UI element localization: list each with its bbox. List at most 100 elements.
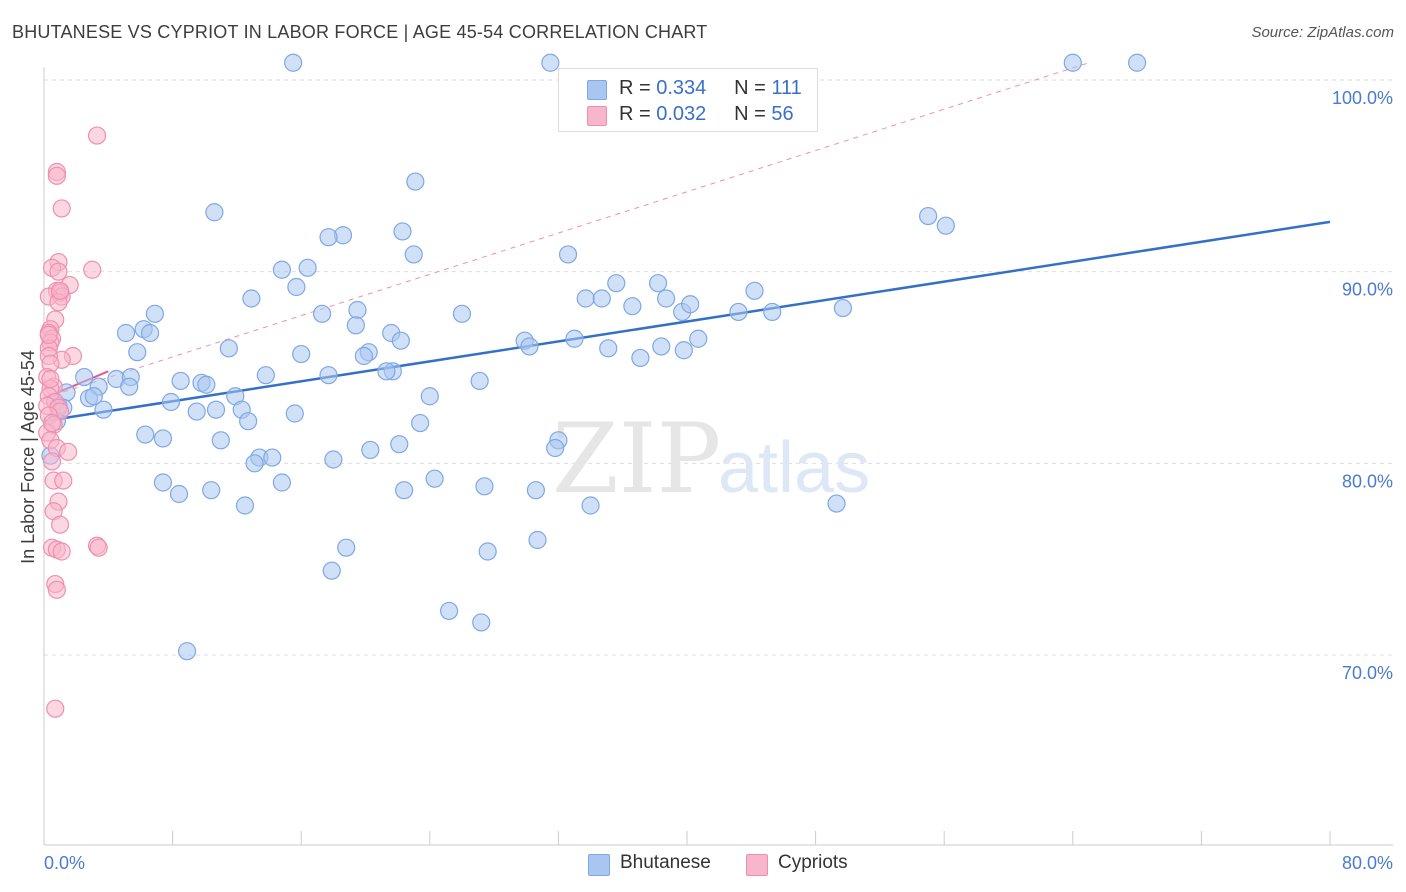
point-bhutanese <box>404 245 423 264</box>
point-bhutanese <box>140 323 160 343</box>
point-bhutanese <box>526 481 545 500</box>
point-cypriots <box>59 442 78 461</box>
point-bhutanese <box>528 530 547 550</box>
point-bhutanese <box>1063 53 1082 72</box>
point-cypriots <box>83 260 102 279</box>
point-bhutanese <box>298 258 317 277</box>
point-bhutanese <box>689 329 708 348</box>
point-bhutanese <box>242 289 261 308</box>
legend-swatch-cypriots <box>587 106 607 126</box>
x-tick-marks <box>43 831 1331 845</box>
point-bhutanese <box>599 339 618 358</box>
point-bhutanese <box>576 289 595 308</box>
x-tick-label-min: 0.0% <box>44 853 85 873</box>
point-bhutanese <box>161 392 181 412</box>
point-bhutanese <box>239 412 258 431</box>
points-layer <box>38 53 1147 718</box>
watermark-zip: ZIP <box>552 403 721 515</box>
point-cypriots <box>87 126 107 145</box>
point-bhutanese <box>406 172 425 191</box>
point-bhutanese <box>827 494 846 513</box>
legend-swatch-bhutanese <box>587 80 607 100</box>
trend-extension-cypriots <box>43 62 1090 399</box>
point-bhutanese <box>541 53 560 72</box>
point-bhutanese <box>472 613 491 632</box>
point-bhutanese <box>478 542 497 561</box>
point-bhutanese <box>674 341 693 360</box>
point-bhutanese <box>631 348 650 368</box>
y-tick-label: 70.0% <box>1342 663 1393 683</box>
point-bhutanese <box>391 331 410 350</box>
point-bhutanese <box>272 260 292 279</box>
point-bhutanese <box>393 222 412 241</box>
point-bhutanese <box>285 404 304 423</box>
y-tick-label: 100.0% <box>1332 88 1393 108</box>
point-cypriots <box>41 369 60 389</box>
point-bhutanese <box>197 375 216 394</box>
point-cypriots <box>54 471 73 490</box>
point-bhutanese <box>919 206 938 226</box>
series-legend-label: Cypriots <box>778 852 848 873</box>
point-bhutanese <box>84 387 103 406</box>
point-bhutanese <box>607 274 626 293</box>
point-bhutanese <box>312 304 332 323</box>
point-bhutanese <box>75 367 94 387</box>
series-legend-swatch <box>588 854 610 876</box>
point-bhutanese <box>394 481 414 500</box>
legend-r-label: R = <box>619 77 651 99</box>
point-bhutanese <box>520 337 539 356</box>
point-cypriots <box>42 413 62 433</box>
point-bhutanese <box>439 601 459 621</box>
point-bhutanese <box>206 400 226 419</box>
point-bhutanese <box>272 473 292 492</box>
point-bhutanese <box>116 323 136 343</box>
point-bhutanese <box>287 277 306 297</box>
point-bhutanese <box>581 496 600 515</box>
point-bhutanese <box>681 295 700 314</box>
legend-n-value: 56 <box>771 103 794 125</box>
point-cypriots <box>47 166 66 185</box>
point-bhutanese <box>256 366 275 385</box>
watermark-atlas: atlas <box>718 428 870 508</box>
watermark: ZIP atlas <box>552 403 870 515</box>
point-bhutanese <box>546 438 565 458</box>
point-bhutanese <box>470 371 489 391</box>
y-tick-labels: 100.0% 90.0% 80.0% 70.0% <box>1332 88 1393 683</box>
legend-r-label: R = <box>619 103 651 125</box>
point-bhutanese <box>235 496 255 515</box>
point-bhutanese <box>94 400 113 419</box>
point-bhutanese <box>136 425 155 444</box>
y-axis-label: In Labor Force | Age 45-54 <box>18 350 38 564</box>
point-bhutanese <box>348 300 367 320</box>
point-bhutanese <box>211 431 230 450</box>
chart-title: BHUTANESE VS CYPRIOT IN LABOR FORCE | AG… <box>12 22 708 42</box>
point-bhutanese <box>202 481 221 500</box>
y-tick-label: 90.0% <box>1342 280 1393 300</box>
point-bhutanese <box>648 274 668 293</box>
point-cypriots <box>42 452 62 471</box>
point-bhutanese <box>390 435 409 454</box>
point-bhutanese <box>319 228 338 247</box>
point-bhutanese <box>1127 53 1147 72</box>
point-bhutanese <box>177 642 197 661</box>
point-bhutanese <box>657 289 676 308</box>
point-bhutanese <box>263 448 282 467</box>
point-cypriots <box>52 199 71 218</box>
legend-n-label: N = <box>734 77 766 99</box>
legend-n-label: N = <box>734 103 766 125</box>
point-bhutanese <box>763 302 782 322</box>
point-bhutanese <box>337 538 356 557</box>
point-bhutanese <box>936 216 955 235</box>
point-bhutanese <box>205 203 224 222</box>
source-label: Source: ZipAtlas.com <box>1251 24 1394 41</box>
point-bhutanese <box>745 281 764 300</box>
point-bhutanese <box>284 53 303 72</box>
point-bhutanese <box>171 371 190 391</box>
point-bhutanese <box>245 454 264 473</box>
gridlines <box>44 79 1393 656</box>
point-bhutanese <box>411 413 430 433</box>
point-bhutanese <box>145 304 165 323</box>
point-bhutanese <box>833 298 853 318</box>
point-bhutanese <box>452 304 472 323</box>
